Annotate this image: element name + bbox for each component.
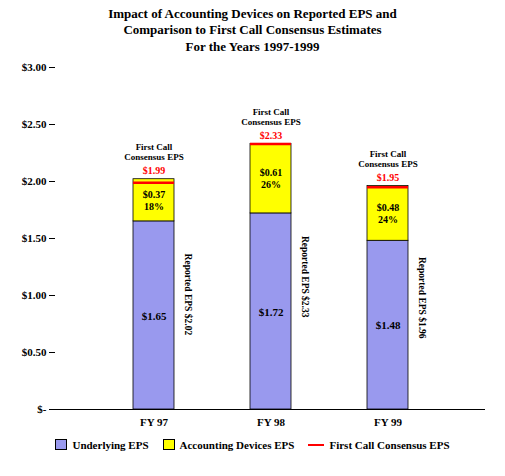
svg-text:$2.00: $2.00 bbox=[22, 175, 47, 187]
svg-text:$1.00: $1.00 bbox=[22, 289, 47, 301]
svg-text:$0.4824%: $0.4824% bbox=[377, 202, 400, 225]
svg-text:$1.99: $1.99 bbox=[143, 165, 166, 176]
svg-text:$2.50: $2.50 bbox=[22, 118, 47, 130]
svg-text:$1.48: $1.48 bbox=[376, 319, 401, 331]
svg-text:$1.50: $1.50 bbox=[22, 232, 47, 244]
html-text:Impact of Accounting Devices o: Impact of Accounting Devices on Reported… bbox=[108, 6, 397, 54]
svg-text:First CallConsensus EPS: First CallConsensus EPS bbox=[241, 106, 300, 126]
svg-text:$3.00: $3.00 bbox=[22, 61, 47, 73]
svg-text:Reported EPS $1.96: Reported EPS $1.96 bbox=[417, 257, 427, 339]
svg-text:$2.33: $2.33 bbox=[260, 130, 283, 141]
svg-text:$0.6126%: $0.6126% bbox=[260, 167, 283, 190]
svg-text:$1.65: $1.65 bbox=[142, 309, 167, 321]
svg-text:FY 99: FY 99 bbox=[374, 416, 403, 428]
html-text:Accounting Devices EPS: Accounting Devices EPS bbox=[179, 438, 295, 451]
svg-text:First CallConsensus EPS: First CallConsensus EPS bbox=[358, 148, 417, 168]
svg-text:$1.95: $1.95 bbox=[377, 172, 400, 183]
svg-text:Reported EPS $2.02: Reported EPS $2.02 bbox=[183, 253, 193, 335]
svg-text:FY 97: FY 97 bbox=[140, 416, 169, 428]
svg-text:$1.72: $1.72 bbox=[259, 305, 284, 317]
svg-text:$0.3718%: $0.3718% bbox=[143, 189, 166, 212]
html-text:First Call Consensus EPS: First Call Consensus EPS bbox=[329, 438, 450, 451]
svg-text:First CallConsensus EPS: First CallConsensus EPS bbox=[124, 142, 183, 162]
html-text:Underlying EPS: Underlying EPS bbox=[72, 438, 149, 451]
svg-text:$-: $- bbox=[37, 403, 47, 415]
svg-text:FY 98: FY 98 bbox=[257, 416, 286, 428]
svg-text:Reported EPS $2.33: Reported EPS $2.33 bbox=[300, 236, 310, 318]
svg-text:$0.50: $0.50 bbox=[22, 346, 47, 358]
